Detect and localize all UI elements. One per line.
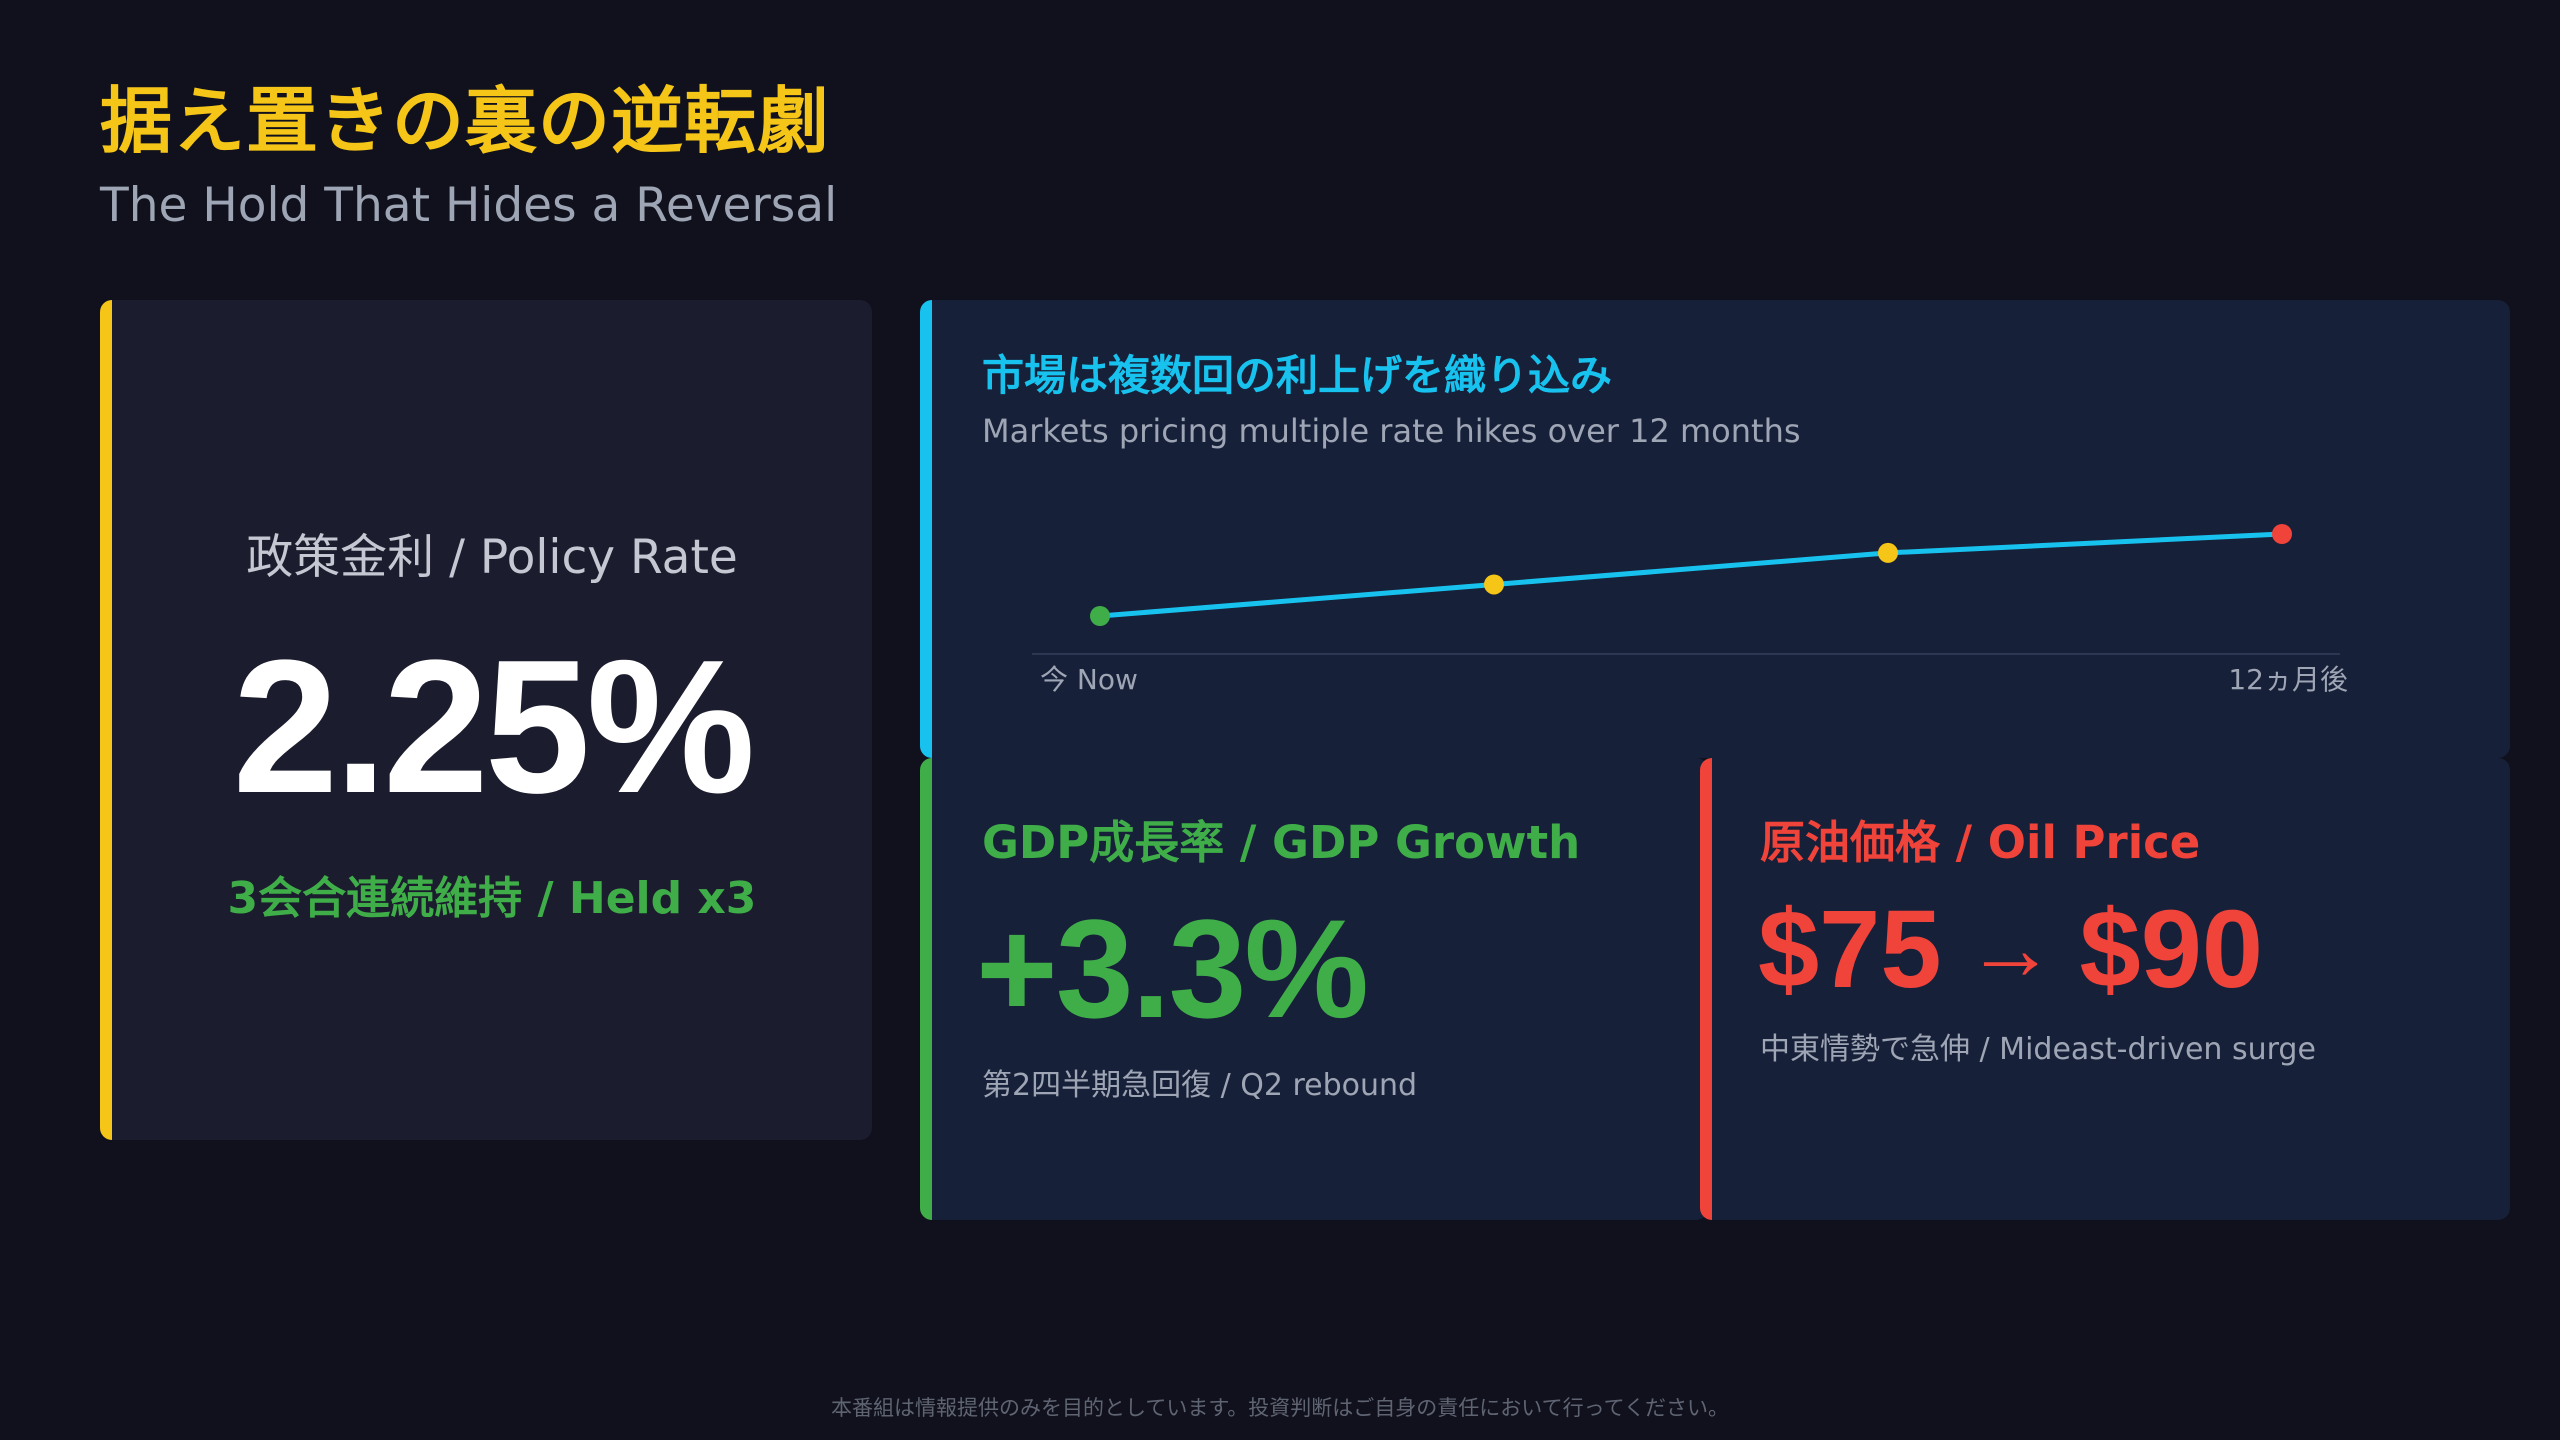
chart-point-1 <box>1090 606 1110 626</box>
chart-point-2 <box>1484 574 1504 595</box>
page-subtitle: The Hold That Hides a Reversal <box>100 178 838 233</box>
gdp-card-note: 第2四半期急回復 / Q2 rebound <box>982 1068 1418 1103</box>
chart-x-label-end: 12ヵ月後 <box>2228 663 2348 696</box>
chart-series-line <box>1097 531 2285 619</box>
policy-rate-card: 政策金利 / Policy Rate 2.25% 3会合連続維持 / Held … <box>100 300 872 1140</box>
oil-price-change: $75 → $90 <box>1758 886 2263 1013</box>
rate-path-chart <box>1032 524 2340 655</box>
gdp-card-title: GDP成長率 / GDP Growth <box>982 816 1581 869</box>
oil-price-from: $75 <box>1758 888 1942 1011</box>
market-pricing-card: 市場は複数回の利上げを織り込み Markets pricing multiple… <box>920 300 2510 758</box>
policy-rate-note: 3会合連続維持 / Held x3 <box>227 873 757 924</box>
gdp-growth-card: GDP成長率 / GDP Growth +3.3% 第2四半期急回復 / Q2 … <box>920 758 1708 1220</box>
chart-points <box>1090 524 2292 626</box>
oil-card-note: 中東情勢で急伸 / Mideast-driven surge <box>1760 1032 2316 1067</box>
oil-price-to: $90 <box>2079 888 2264 1011</box>
policy-rate-label: 政策金利 / Policy Rate <box>246 530 738 585</box>
oil-card-title: 原油価格 / Oil Price <box>1760 816 2201 869</box>
gdp-growth-value: +3.3% <box>976 890 1369 1047</box>
chart-x-label-start: 今 Now <box>1040 663 1138 696</box>
oil-price-card: 原油価格 / Oil Price $75 → $90 中東情勢で急伸 / Midea… <box>1700 758 2510 1220</box>
chart-point-3 <box>1878 542 1898 563</box>
market-card-title: 市場は複数回の利上げを織り込み <box>982 351 1613 400</box>
arrow-right-icon: → <box>1965 899 2056 999</box>
footer-disclaimer: 本番組は情報提供のみを目的としています。投資判断はご自身の責任において行ってくだ… <box>831 1396 1729 1420</box>
chart-point-4 <box>2272 524 2292 544</box>
page-title: 据え置きの裏の逆転劇 <box>100 79 831 163</box>
market-card-subtitle: Markets pricing multiple rate hikes over… <box>982 412 1801 450</box>
policy-rate-value: 2.25% <box>232 621 756 833</box>
